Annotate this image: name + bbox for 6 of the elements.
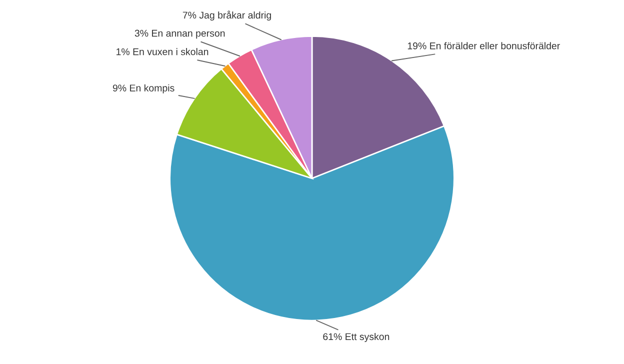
slice-label: 61% Ett syskon (323, 332, 390, 342)
slice-label: 3% En annan person (134, 30, 225, 39)
slice-label: 7% Jag bråkar aldrig (182, 10, 271, 21)
slice-label: 19% En förälder eller bonusförälder (408, 42, 560, 50)
slice-label: 1% En vuxen i skolan (116, 48, 208, 56)
slice-label: 9% En kompis (112, 84, 174, 94)
